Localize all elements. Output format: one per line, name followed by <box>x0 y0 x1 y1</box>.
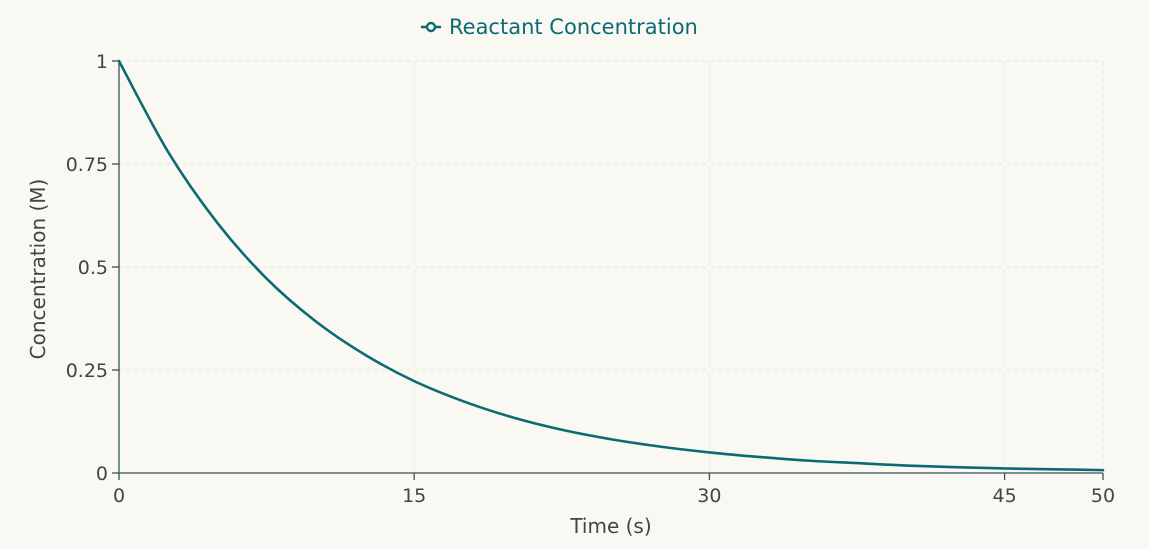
series-layer <box>117 59 1105 472</box>
y-axis-title: Concentration (M) <box>26 179 50 360</box>
y-tick-label: 1 <box>96 51 108 73</box>
x-ticks: 0 15 30 45 50 <box>113 473 1115 507</box>
legend[interactable]: Reactant Concentration <box>421 15 698 39</box>
x-tick-label: 0 <box>113 485 125 507</box>
x-tick-label: 15 <box>402 485 426 507</box>
y-ticks: 0 0.25 0.5 0.75 1 <box>66 51 119 485</box>
x-tick-label: 45 <box>993 485 1017 507</box>
x-tick-label: 50 <box>1091 485 1115 507</box>
legend-marker-icon <box>425 21 437 33</box>
series-line[interactable] <box>117 59 1105 472</box>
x-axis-title: Time (s) <box>569 514 651 538</box>
y-tick-label: 0.5 <box>78 257 108 279</box>
legend-label: Reactant Concentration <box>449 15 698 39</box>
y-tick-label: 0.25 <box>66 360 108 382</box>
y-tick-label: 0.75 <box>66 154 108 176</box>
grid <box>119 60 1104 473</box>
y-tick-label: 0 <box>96 463 108 485</box>
x-tick-label: 30 <box>697 485 721 507</box>
